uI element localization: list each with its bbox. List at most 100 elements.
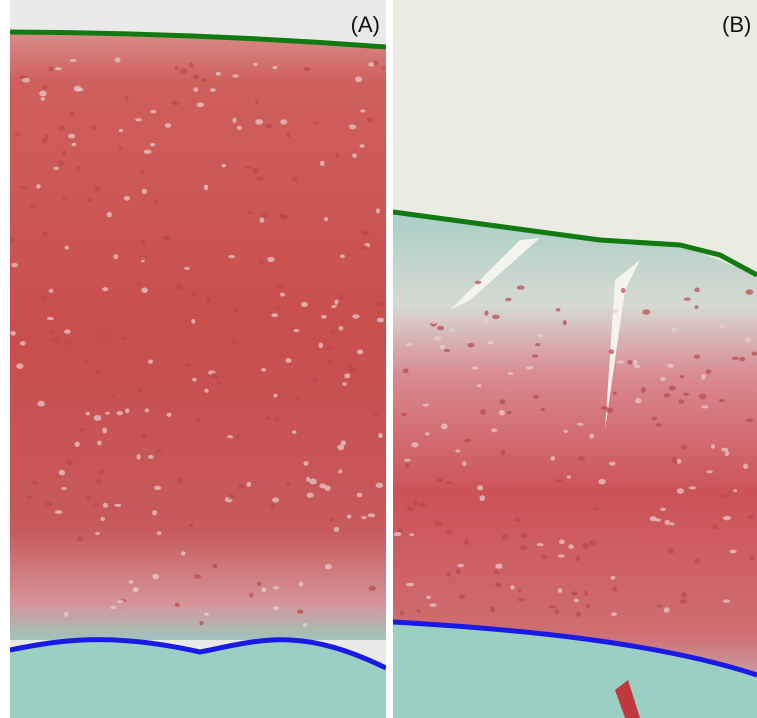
cell	[271, 503, 276, 509]
cell	[368, 62, 374, 67]
cell	[533, 395, 538, 399]
cell	[334, 299, 338, 304]
cell	[672, 459, 677, 464]
cell	[681, 592, 686, 598]
cell	[748, 515, 755, 519]
cell	[517, 589, 521, 592]
cell	[567, 475, 571, 478]
cell	[180, 68, 187, 74]
cell	[611, 612, 617, 616]
cell	[357, 349, 363, 354]
cell	[582, 543, 589, 549]
cell	[555, 479, 563, 482]
cell	[206, 297, 210, 303]
cell	[706, 369, 712, 374]
cell	[423, 404, 429, 407]
cell	[45, 502, 53, 506]
cell	[417, 609, 421, 613]
cell	[286, 482, 291, 485]
cell	[276, 283, 283, 288]
cell	[550, 456, 555, 461]
cell	[80, 428, 85, 431]
cell	[499, 399, 505, 404]
cell	[273, 606, 279, 610]
cell	[406, 507, 414, 511]
cell	[609, 462, 616, 466]
cell	[556, 308, 561, 312]
cell	[325, 564, 332, 569]
cell	[304, 67, 311, 71]
cell	[446, 481, 452, 484]
cell	[406, 583, 414, 586]
cell	[556, 280, 562, 284]
cell	[117, 411, 123, 415]
cell	[92, 503, 99, 507]
cell	[511, 292, 515, 298]
panel-label: (B)	[722, 12, 751, 37]
cell	[475, 281, 482, 285]
cell	[723, 516, 731, 521]
cell	[584, 590, 588, 596]
cell	[201, 78, 207, 82]
cell	[232, 74, 238, 77]
cell	[719, 324, 725, 328]
cell	[213, 564, 218, 568]
cell	[344, 373, 350, 378]
cell	[723, 599, 730, 603]
cell	[576, 612, 581, 617]
cell	[455, 449, 460, 452]
cell	[135, 118, 142, 122]
cell	[86, 412, 90, 416]
cell	[37, 401, 44, 407]
cell	[273, 586, 279, 589]
cell	[301, 302, 308, 307]
cell	[405, 343, 412, 346]
cell	[45, 134, 49, 139]
cell	[61, 487, 66, 490]
cell	[117, 600, 124, 603]
cell	[677, 459, 681, 464]
cell	[746, 418, 753, 422]
cell	[613, 587, 618, 592]
cell	[271, 313, 278, 317]
cell	[327, 346, 334, 350]
cell	[152, 510, 157, 516]
cell	[483, 318, 490, 323]
cell	[265, 124, 272, 128]
cell	[689, 486, 697, 489]
cell	[141, 287, 148, 293]
cell	[292, 176, 297, 181]
cell	[606, 408, 614, 413]
cell	[141, 240, 146, 246]
cell	[119, 129, 123, 133]
cell	[184, 364, 191, 367]
cell	[732, 357, 739, 360]
cell	[75, 441, 80, 446]
cell	[137, 388, 142, 394]
cell	[634, 365, 640, 369]
cell	[518, 598, 525, 601]
cell	[142, 189, 147, 194]
cell	[520, 545, 528, 550]
cell	[589, 540, 597, 546]
cell	[125, 408, 129, 413]
cell	[558, 554, 565, 557]
cell	[349, 124, 356, 129]
cell	[292, 430, 297, 434]
cell	[650, 516, 657, 521]
cell	[58, 125, 65, 130]
cell	[85, 495, 92, 499]
cell	[426, 596, 431, 600]
cell	[660, 377, 665, 382]
cell	[247, 211, 252, 214]
cell	[273, 394, 277, 398]
cell	[115, 57, 121, 62]
cell	[664, 393, 671, 397]
cell	[459, 594, 465, 598]
cell	[477, 485, 483, 490]
cell	[167, 413, 172, 417]
cell	[111, 395, 115, 399]
page: (A) (B) (() => { const data = JSON.parse…	[0, 0, 757, 718]
cell	[87, 198, 93, 202]
cell	[660, 508, 666, 511]
